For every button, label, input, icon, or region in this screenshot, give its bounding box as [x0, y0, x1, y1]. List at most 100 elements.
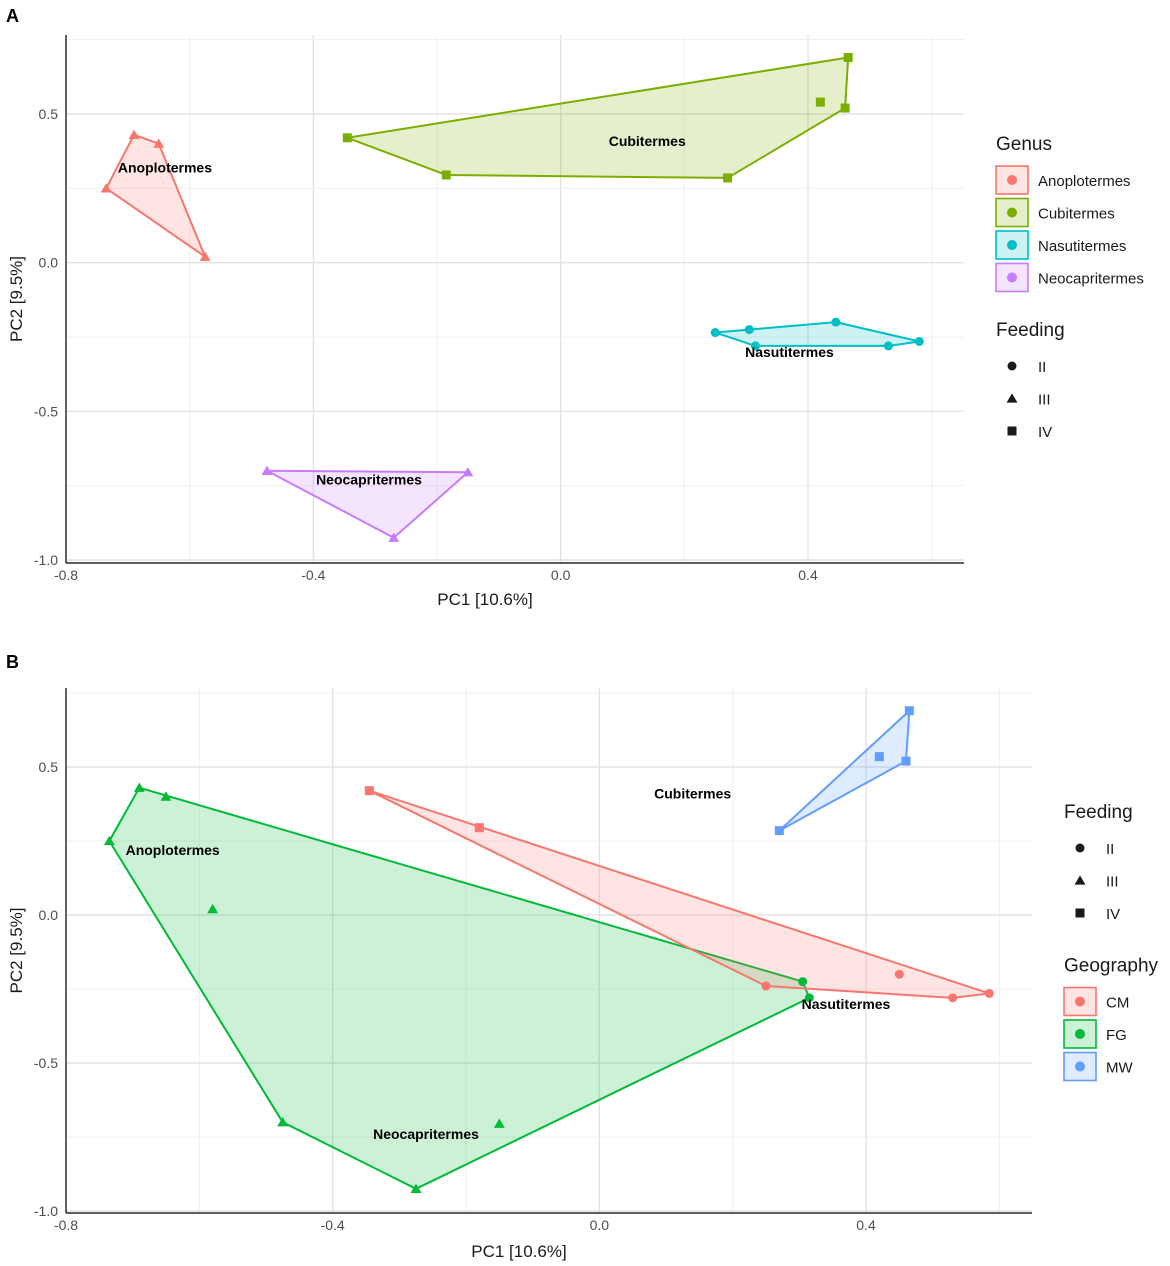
legend-title: Feeding — [1064, 802, 1133, 823]
legend-mw-key-dot — [1075, 1061, 1085, 1072]
x-tick-label: -0.4 — [301, 567, 325, 583]
data-point — [153, 138, 165, 148]
group-label-nasutitermes: Nasutitermes — [802, 996, 891, 1012]
legend-label: II — [1106, 841, 1114, 858]
x-axis-title: PC1 [10.6%] — [437, 590, 532, 609]
legend-label: IV — [1038, 424, 1052, 441]
data-point — [723, 173, 733, 183]
data-point — [474, 823, 484, 833]
data-point — [261, 465, 273, 475]
points — [100, 53, 924, 542]
hulls — [105, 56, 921, 539]
group-label-nasutitermes: Nasutitermes — [745, 344, 834, 360]
legend-label: IV — [1106, 906, 1120, 923]
data-point — [744, 325, 754, 335]
legend-fg-key-dot — [1075, 1029, 1085, 1039]
legend-title: Genus — [996, 134, 1052, 155]
x-tick-label: -0.8 — [54, 1217, 78, 1233]
legend-cm-key-dot — [1075, 996, 1085, 1007]
data-point — [342, 133, 352, 143]
data-point — [441, 170, 451, 180]
x-axis-title: PC1 [10.6%] — [471, 1242, 566, 1261]
legend-label: II — [1038, 359, 1046, 376]
data-point — [199, 251, 211, 261]
group-label-cubitermes: Cubitermes — [654, 786, 731, 802]
legend-nasutitermes-key-dot — [1007, 240, 1017, 250]
legend-neocapritermes-key-dot — [1007, 272, 1017, 283]
data-point — [133, 782, 145, 792]
legend-shape-iii — [1074, 875, 1086, 885]
y-tick-label: 0.0 — [39, 255, 59, 271]
data-point — [462, 467, 474, 477]
data-point — [710, 328, 720, 338]
x-tick-label: -0.4 — [321, 1217, 345, 1233]
panel-b: B -0.8 -0.4 0.0 0.4 -1.0 -0.5 0.0 0.5 PC1 [10.6%]… — [6, 652, 1159, 1261]
legend-shape-iv — [1075, 908, 1085, 918]
data-point — [804, 993, 814, 1003]
hulls — [108, 709, 991, 1190]
data-point — [103, 835, 115, 846]
legend-label: III — [1038, 392, 1051, 409]
x-tick-label: 0.0 — [590, 1217, 610, 1233]
grid — [65, 688, 1032, 1213]
group-label-neocapritermes: Neocapritermes — [373, 1126, 479, 1142]
legend-geography: Geography CM FG MW — [1063, 956, 1159, 1082]
grid — [65, 35, 964, 563]
data-point — [798, 977, 808, 987]
x-tick-label: -0.8 — [54, 567, 78, 583]
data-point — [388, 532, 400, 542]
y-tick-label: -1.0 — [34, 552, 58, 568]
group-label-cubitermes: Cubitermes — [609, 133, 686, 149]
legend-cubitermes-key-dot — [1007, 207, 1017, 218]
legend-genus: Genus Anoplotermes Cubitermes Nasutitermes N… — [995, 134, 1144, 293]
y-tick-label: 0.5 — [39, 106, 59, 122]
panel-letter: B — [6, 652, 19, 672]
data-point — [774, 826, 784, 836]
data-point — [883, 341, 893, 351]
data-point — [364, 786, 374, 796]
data-point — [815, 97, 825, 107]
x-tick-label: 0.0 — [551, 567, 571, 583]
data-point — [894, 969, 904, 979]
group-label-neocapritermes: Neocapritermes — [316, 472, 422, 488]
data-point — [410, 1183, 422, 1193]
hull-neocapritermes — [265, 469, 469, 539]
data-point — [100, 183, 112, 193]
data-point — [840, 103, 850, 113]
data-point — [843, 53, 853, 63]
legend-label: FG — [1106, 1027, 1127, 1044]
legend-shape-ii — [1007, 361, 1017, 371]
y-tick-label: -1.0 — [34, 1203, 58, 1219]
group-label-anoplotermes: Anoplotermes — [118, 160, 212, 176]
legend-label: Cubitermes — [1038, 206, 1115, 223]
y-tick-label: -0.5 — [34, 403, 58, 419]
hull-anoplotermes — [105, 133, 207, 258]
legend-label: Neocapritermes — [1038, 271, 1144, 288]
points — [103, 706, 994, 1193]
y-axis-title: PC2 [9.5%] — [7, 908, 26, 994]
x-tick-label: 0.4 — [856, 1217, 876, 1233]
legend-label: MW — [1106, 1060, 1133, 1077]
legend-shape-ii — [1075, 843, 1085, 853]
panel-letter: A — [6, 6, 19, 26]
data-point — [128, 129, 140, 139]
data-point — [761, 981, 771, 991]
legend-label: Nasutitermes — [1038, 238, 1126, 255]
y-tick-label: -0.5 — [34, 1055, 58, 1071]
legend-anoplotermes-key — [995, 165, 1029, 195]
data-point — [901, 756, 911, 766]
legend-anoplotermes-key-dot — [1007, 175, 1017, 185]
data-point — [948, 993, 958, 1003]
data-point — [493, 1118, 505, 1128]
y-tick-label: 0.5 — [39, 759, 59, 775]
data-point — [984, 988, 994, 998]
legend-title: Feeding — [996, 320, 1065, 341]
data-point — [914, 336, 924, 346]
data-point — [277, 1117, 289, 1127]
legend-label: CM — [1106, 995, 1129, 1012]
y-tick-label: 0.0 — [39, 907, 59, 923]
data-point — [207, 903, 219, 914]
panel-a: A -0.8 -0.4 0.0 0.4 -1.0 -0.5 0.0 0.5 PC1 [10.6%]… — [6, 6, 1144, 609]
